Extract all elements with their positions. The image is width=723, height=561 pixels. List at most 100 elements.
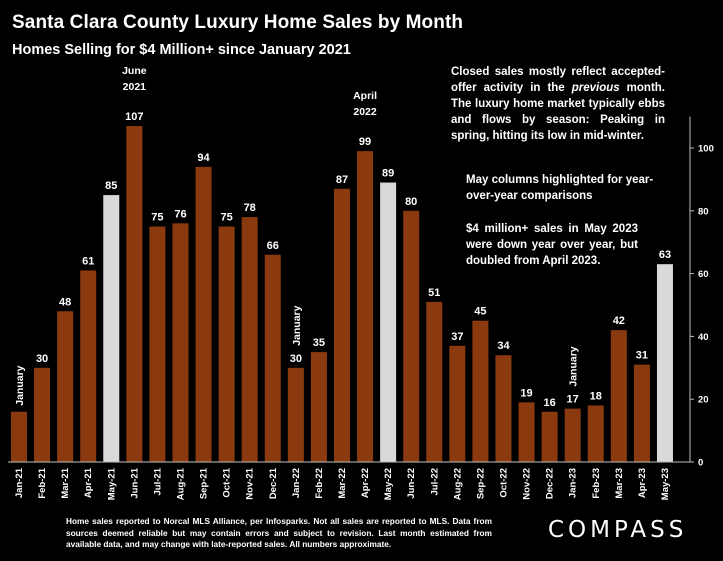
bar-jun-22	[403, 210, 420, 462]
bar-value-label: 80	[405, 196, 417, 208]
bar-jan-22	[287, 367, 304, 462]
bar-value-label: 76	[174, 208, 186, 220]
seasonal-note-start: Closed sales mostly reflect accepted-off…	[451, 66, 665, 94]
bar-jul-22	[426, 301, 443, 462]
bar-value-label: 99	[359, 136, 371, 148]
month-annotation: 2022	[353, 106, 377, 118]
y-tick-label: 0	[698, 458, 703, 469]
bar-oct-21	[218, 226, 235, 462]
x-tick-label: May-22	[383, 468, 394, 500]
bar-value-label: 45	[474, 306, 486, 318]
x-tick-label: Aug-21	[175, 467, 186, 500]
may-highlight-note: May columns highlighted for year-over-ye…	[466, 174, 654, 202]
month-annotation: January	[291, 305, 303, 345]
bar-nov-21	[241, 217, 258, 462]
bar-mar-23	[610, 330, 627, 462]
x-tick-label: Mar-23	[614, 468, 625, 499]
bar-dec-22	[541, 411, 558, 462]
x-tick-label: May-23	[660, 468, 671, 500]
x-tick-label: Jun-21	[129, 467, 140, 498]
x-tick-label: Feb-22	[314, 468, 325, 499]
y-tick-label: 80	[698, 206, 709, 217]
month-annotation: April	[353, 90, 377, 102]
x-tick-label: Dec-21	[268, 467, 279, 499]
x-tick-label: Apr-22	[360, 468, 371, 498]
bar-value-label: 61	[82, 255, 94, 267]
x-tick-label: Oct-21	[222, 467, 233, 497]
bar-feb-21	[34, 367, 51, 462]
bar-may-22	[380, 182, 397, 463]
seasonal-note-end: month. The luxury home market typically …	[451, 82, 665, 142]
bar-mar-22	[333, 188, 350, 462]
bar-labels-group: 30 48 61 85 107 75 76 94 75 78 66 30 35 87 99 89 80 51 37 4…	[36, 111, 671, 409]
bar-oct-22	[495, 355, 512, 462]
bar-value-label: 48	[59, 296, 71, 308]
bar-value-label: 34	[497, 340, 510, 352]
y-axis: 0 20 40 60 80 100	[8, 116, 714, 469]
bar-aug-21	[172, 223, 189, 462]
y-tick-label: 100	[698, 144, 714, 155]
bar-value-label: 37	[451, 331, 463, 343]
bar-value-label: 63	[659, 249, 671, 261]
bar-value-label: 16	[543, 397, 555, 409]
bar-sep-21	[195, 166, 212, 462]
x-tick-label: Jun-22	[406, 468, 417, 499]
x-tick-label: Sep-21	[199, 467, 210, 499]
x-tick-label: Jan-23	[568, 468, 579, 498]
bar-nov-22	[518, 402, 535, 462]
bar-dec-21	[264, 254, 281, 462]
bar-value-label: 75	[221, 212, 233, 224]
x-tick-label: Feb-23	[591, 468, 602, 499]
x-tick-label: Aug-22	[452, 468, 463, 500]
bar-apr-23	[633, 364, 650, 462]
month-annotation: 2021	[123, 81, 147, 93]
bar-jun-21	[126, 126, 143, 463]
x-tick-label: Jan-21	[14, 467, 25, 498]
annotations-group: January June 2021 January April 2022 January	[14, 65, 580, 406]
chart-title: Santa Clara County Luxury Home Sales by …	[12, 12, 464, 33]
y-tick-label: 60	[698, 269, 709, 280]
bar-value-label: 31	[636, 350, 648, 362]
bar-jan-23	[564, 408, 581, 462]
y-tick-label: 20	[698, 395, 709, 406]
bar-value-label: 85	[105, 180, 117, 192]
chart-subtitle: Homes Selling for $4 Million+ since Janu…	[12, 42, 351, 58]
bar-apr-21	[80, 270, 97, 462]
seasonal-note-italic: previous	[571, 82, 620, 94]
month-annotation: January	[568, 346, 580, 386]
x-tick-labels-group: Jan-21 Feb-21 Mar-21 Apr-21 May-21 Jun-21 Jul-…	[14, 467, 671, 500]
x-tick-label: May-21	[106, 467, 117, 500]
bar-value-label: 87	[336, 174, 348, 186]
x-tick-label: Apr-21	[83, 467, 94, 498]
bar-value-label: 17	[567, 394, 579, 406]
x-tick-label: Feb-21	[37, 467, 48, 498]
bar-value-label: 30	[290, 353, 302, 365]
x-tick-label: Jul-22	[429, 468, 440, 495]
bar-value-label: 89	[382, 168, 394, 180]
seasonal-note: Closed sales mostly reflect accepted-off…	[451, 64, 665, 144]
bar-value-label: 78	[244, 202, 256, 214]
x-tick-label: Dec-22	[545, 468, 556, 499]
bar-value-label: 30	[36, 353, 48, 365]
y-tick-label: 40	[698, 332, 709, 343]
x-tick-label: Mar-21	[60, 467, 71, 498]
x-tick-label: Apr-23	[637, 468, 648, 498]
month-annotation: June	[122, 65, 147, 77]
bar-may-21	[103, 195, 120, 462]
x-tick-label: Jul-21	[152, 467, 163, 495]
bar-value-label: 94	[197, 152, 210, 164]
bar-may-23	[656, 264, 673, 462]
x-tick-label: Nov-21	[245, 467, 256, 499]
x-tick-label: Oct-22	[498, 468, 509, 498]
x-tick-label: Mar-22	[337, 468, 348, 499]
bar-feb-23	[587, 405, 604, 462]
bar-sep-22	[472, 320, 489, 462]
bar-jul-21	[149, 226, 166, 462]
bar-value-label: 51	[428, 287, 440, 299]
bar-value-label: 18	[590, 390, 602, 402]
bar-value-label: 19	[520, 387, 532, 399]
month-annotation: January	[14, 365, 26, 405]
x-tick-label: Jan-22	[291, 468, 302, 498]
bar-feb-22	[310, 352, 327, 462]
